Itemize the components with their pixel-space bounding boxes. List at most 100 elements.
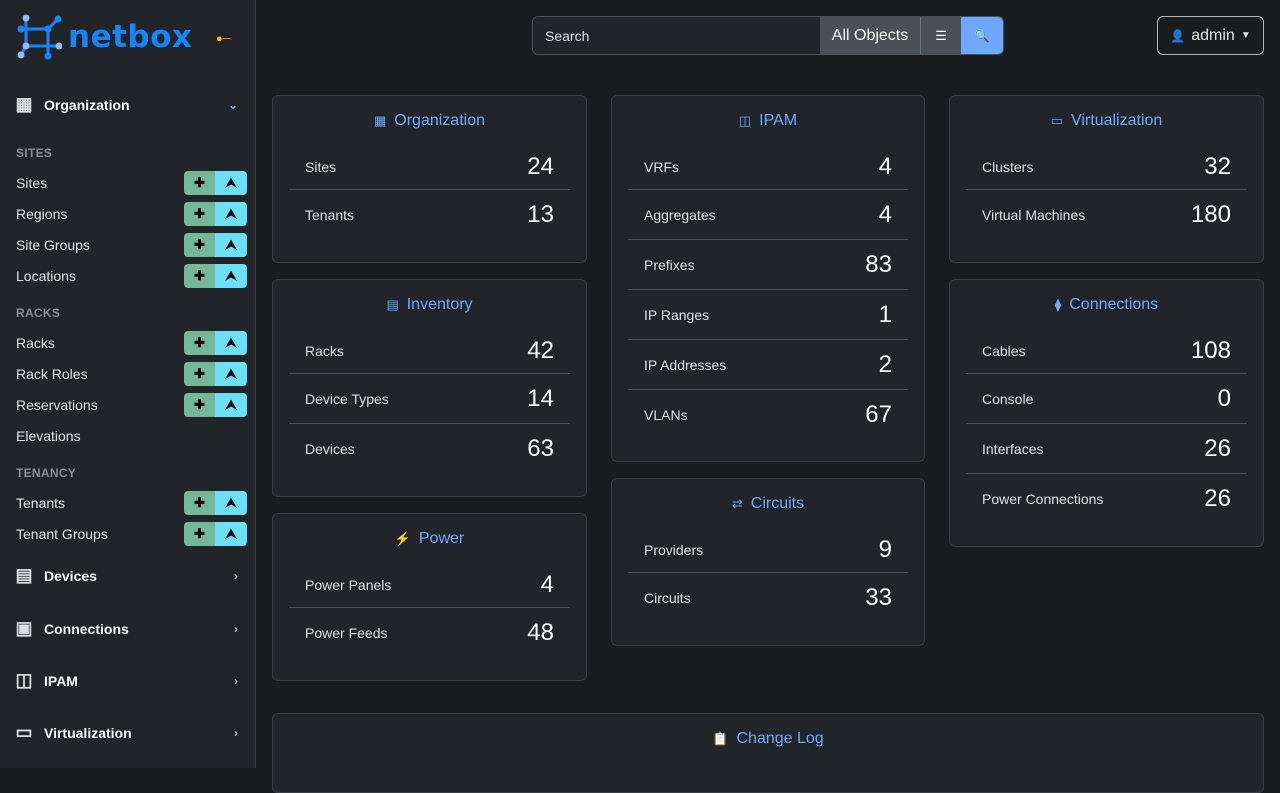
- stat-row[interactable]: Console 0: [966, 374, 1247, 424]
- import-button[interactable]: ⮝: [215, 393, 247, 417]
- stat-label[interactable]: Providers: [644, 541, 704, 558]
- stat-row[interactable]: Racks 42: [289, 328, 570, 374]
- sidebar-item-site-groups[interactable]: Site Groups ✚ ⮝: [16, 233, 247, 257]
- stat-row[interactable]: Power Panels 4: [289, 562, 570, 608]
- import-button[interactable]: ⮝: [215, 171, 247, 195]
- stat-row[interactable]: Power Feeds 48: [289, 608, 570, 658]
- stat-row[interactable]: Device Types 14: [289, 374, 570, 424]
- add-button[interactable]: ✚: [184, 491, 215, 515]
- card-title[interactable]: Virtualization: [1070, 112, 1163, 129]
- stat-row[interactable]: Circuits 33: [628, 573, 908, 623]
- stat-value: 26: [1204, 434, 1231, 462]
- import-button[interactable]: ⮝: [215, 233, 247, 257]
- add-button[interactable]: ✚: [184, 171, 215, 195]
- sidebar-item-rack-roles[interactable]: Rack Roles ✚ ⮝: [16, 362, 247, 386]
- card-title[interactable]: Circuits: [750, 495, 805, 512]
- sidebar-item-tenant-groups[interactable]: Tenant Groups ✚ ⮝: [16, 522, 247, 546]
- sidebar-item-regions[interactable]: Regions ✚ ⮝: [16, 202, 247, 226]
- stat-label[interactable]: Tenants: [305, 207, 355, 223]
- pin-sidebar-icon[interactable]: ●─: [216, 33, 231, 45]
- sidebar-item-locations[interactable]: Locations ✚ ⮝: [16, 264, 247, 288]
- import-button[interactable]: ⮝: [215, 202, 247, 226]
- stat-row[interactable]: Sites 24: [289, 144, 570, 190]
- stat-label[interactable]: Interfaces: [982, 440, 1044, 457]
- search-input[interactable]: Search: [533, 17, 820, 54]
- stat-label[interactable]: Console: [982, 390, 1034, 407]
- sidebar-item-elevations[interactable]: Elevations: [16, 424, 247, 448]
- stat-label[interactable]: Devices: [305, 441, 355, 457]
- stat-label[interactable]: IP Ranges: [644, 306, 710, 323]
- stat-row[interactable]: Aggregates 4: [628, 190, 908, 240]
- import-button[interactable]: ⮝: [215, 331, 247, 355]
- menu-devices[interactable]: ▤ Devices ›: [14, 565, 244, 586]
- filter-icon: ☰: [935, 27, 947, 43]
- sidebar-item-racks[interactable]: Racks ✚ ⮝: [16, 331, 247, 355]
- group-title: TENANCY: [16, 466, 77, 480]
- search-button[interactable]: 🔍: [961, 17, 1003, 54]
- counter-icon: ◫: [15, 670, 33, 690]
- add-button[interactable]: ✚: [184, 522, 215, 546]
- import-button[interactable]: ⮝: [215, 522, 247, 546]
- stat-label[interactable]: Power Connections: [982, 491, 1104, 507]
- stat-label[interactable]: VRFs: [644, 158, 679, 175]
- stat-label[interactable]: Power Panels: [305, 576, 392, 593]
- filter-button[interactable]: ☰: [921, 17, 961, 54]
- card-title[interactable]: Inventory: [406, 296, 473, 313]
- sidebar-item-tenants[interactable]: Tenants ✚ ⮝: [16, 491, 247, 515]
- netbox-logo[interactable]: netbox: [16, 14, 192, 60]
- stat-label[interactable]: Clusters: [982, 158, 1034, 175]
- stat-row[interactable]: Devices 63: [289, 424, 570, 474]
- stat-value: 4: [878, 152, 892, 180]
- sidebar-item-sites[interactable]: Sites ✚ ⮝: [16, 171, 247, 195]
- stat-value: 32: [1204, 152, 1231, 180]
- add-button[interactable]: ✚: [184, 362, 215, 386]
- card-title[interactable]: IPAM: [759, 112, 798, 129]
- add-button[interactable]: ✚: [184, 233, 215, 257]
- menu-connections[interactable]: ▣ Connections ›: [14, 618, 244, 639]
- clipboard-clock-icon: 📋: [712, 731, 729, 746]
- add-button[interactable]: ✚: [184, 331, 215, 355]
- card-title[interactable]: Change Log: [736, 730, 824, 747]
- stat-row[interactable]: Cables 108: [966, 328, 1247, 374]
- add-button[interactable]: ✚: [184, 202, 215, 226]
- menu-virtualization[interactable]: ▭ Virtualization ›: [14, 722, 244, 743]
- add-button[interactable]: ✚: [184, 264, 215, 288]
- stat-row[interactable]: VLANs 67: [628, 390, 908, 440]
- stat-label[interactable]: IP Addresses: [644, 356, 727, 373]
- stat-label[interactable]: Cables: [982, 342, 1026, 359]
- import-button[interactable]: ⮝: [215, 264, 247, 288]
- stat-row[interactable]: IP Addresses 2: [628, 340, 908, 390]
- stat-label[interactable]: Aggregates: [644, 206, 716, 223]
- card-title[interactable]: Organization: [394, 112, 485, 129]
- stat-row[interactable]: Virtual Machines 180: [966, 190, 1247, 240]
- stat-label[interactable]: Virtual Machines: [982, 207, 1086, 223]
- stat-label[interactable]: Power Feeds: [305, 625, 388, 641]
- stat-label[interactable]: VLANs: [644, 407, 688, 423]
- menu-organization[interactable]: ▦ Organization ⌄: [14, 94, 244, 115]
- user-menu-button[interactable]: 👤 admin ▼: [1157, 16, 1264, 55]
- stat-row[interactable]: Tenants 13: [289, 190, 570, 240]
- stat-label[interactable]: Sites: [305, 158, 337, 175]
- import-button[interactable]: ⮝: [215, 362, 247, 386]
- add-button[interactable]: ✚: [184, 393, 215, 417]
- stat-row[interactable]: VRFs 4: [628, 144, 908, 190]
- caret-down-icon: ▼: [1240, 30, 1251, 41]
- card-title[interactable]: Power: [418, 530, 465, 547]
- object-type-select[interactable]: All Objects: [820, 17, 921, 54]
- stat-row[interactable]: Power Connections 26: [966, 474, 1247, 524]
- import-button[interactable]: ⮝: [215, 491, 247, 515]
- stat-value: 63: [527, 435, 554, 462]
- menu-ipam[interactable]: ◫ IPAM ›: [14, 670, 244, 691]
- card-title[interactable]: Connections: [1069, 296, 1159, 313]
- stat-label[interactable]: Circuits: [644, 590, 691, 606]
- stat-label[interactable]: Prefixes: [644, 256, 695, 273]
- stat-value: 9: [878, 535, 892, 563]
- stat-label[interactable]: Racks: [305, 342, 344, 359]
- stat-row[interactable]: Prefixes 83: [628, 240, 908, 290]
- stat-label[interactable]: Device Types: [305, 390, 389, 407]
- stat-row[interactable]: Providers 9: [628, 527, 908, 573]
- sidebar-item-reservations[interactable]: Reservations ✚ ⮝: [16, 393, 247, 417]
- stat-row[interactable]: Interfaces 26: [966, 424, 1247, 474]
- stat-row[interactable]: IP Ranges 1: [628, 290, 908, 340]
- stat-row[interactable]: Clusters 32: [966, 144, 1247, 190]
